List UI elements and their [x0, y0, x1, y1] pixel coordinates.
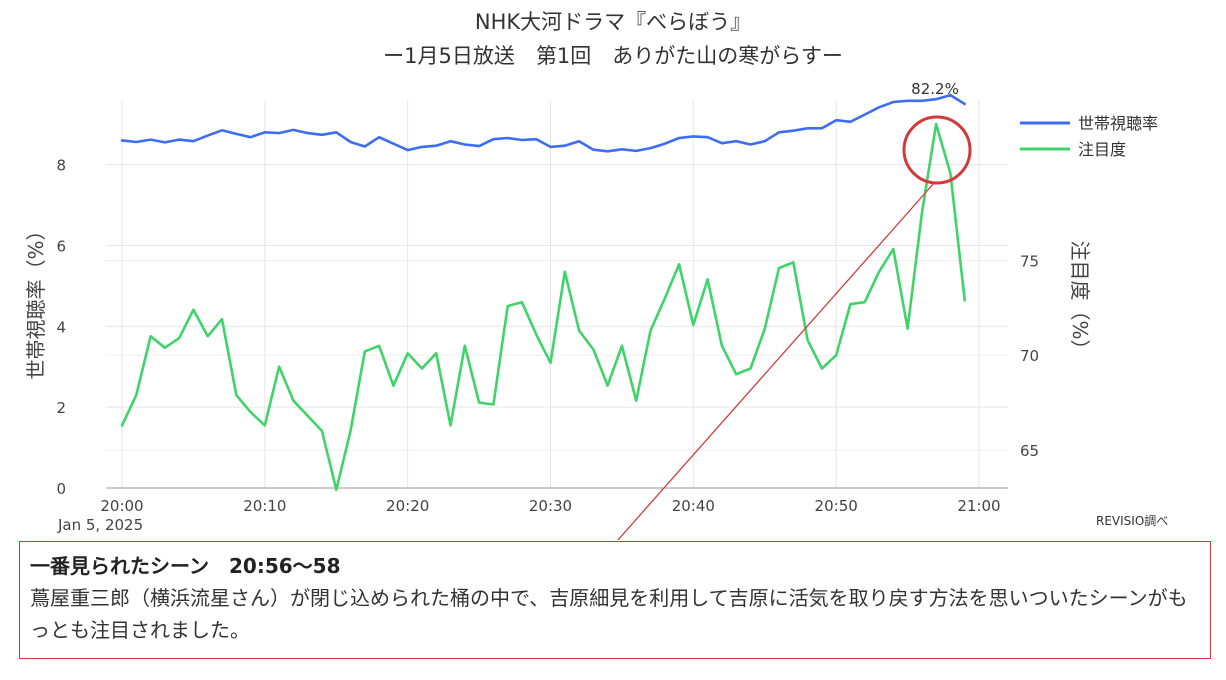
y-left-tick-labels: 0 2 4 6 8: [56, 157, 66, 498]
x-tick-label: 20:50: [815, 497, 858, 515]
annotation-connector-line: [617, 181, 936, 540]
chart-series: [120, 93, 967, 492]
legend-household-label: 世帯視聴率: [1078, 114, 1158, 133]
x-tick-label: 20:40: [672, 497, 715, 515]
annotation-body: 蔦屋重三郎（横浜流星さん）が閉じ込められた桶の中で、吉原細見を利用して吉原に活気…: [30, 586, 1188, 642]
attention-rate-line: [120, 122, 967, 492]
peak-value-label: 82.2%: [911, 80, 959, 98]
y-right-tick-labels: 65 70 75: [1020, 252, 1039, 460]
y-left-tick-label: 8: [56, 157, 66, 175]
y-right-tick-label: 75: [1020, 252, 1039, 270]
x-tick-label: 20:10: [243, 497, 286, 515]
y-left-tick-label: 4: [56, 318, 66, 336]
annotation-heading: 一番見られたシーン 20:56〜58: [30, 554, 341, 578]
peak-highlight-circle: [902, 115, 972, 185]
y-right-tick-label: 65: [1020, 442, 1039, 460]
y-left-tick-label: 2: [56, 399, 66, 417]
x-tick-label: 20:30: [529, 497, 572, 515]
y-left-tick-label: 6: [56, 238, 66, 256]
chart-subtitle: ー1月5日放送 第1回 ありがた山の寒がらすー: [383, 44, 843, 68]
source-note: REVISIO調べ: [1096, 514, 1169, 528]
x-tick-label: 20:00: [100, 497, 143, 515]
chart-legend: 世帯視聴率 注目度: [1020, 114, 1158, 159]
x-date-label: Jan 5, 2025: [57, 516, 143, 534]
y-right-tick-label: 70: [1020, 347, 1039, 365]
x-tick-labels: 20:00 20:10 20:20 20:30 20:40 20:50 21:00: [100, 497, 1000, 515]
legend-attention-label: 注目度: [1078, 140, 1126, 159]
annotation-box: 一番見られたシーン 20:56〜58 蔦屋重三郎（横浜流星さん）が閉じ込められた…: [19, 541, 1211, 659]
x-tick-label: 20:20: [386, 497, 429, 515]
chart-title: NHK大河ドラマ『べらぼう』: [474, 10, 752, 34]
y-left-axis-title: 世帯視聴率（%）: [24, 220, 48, 379]
x-tick-label: 21:00: [957, 497, 1000, 515]
y-left-tick-label: 0: [56, 480, 66, 498]
household-rating-line: [120, 93, 967, 153]
y-right-axis-title: 注目度（%）: [1068, 240, 1092, 359]
peak-highlight: 82.2%: [617, 80, 972, 540]
grid-lines: [106, 100, 1008, 489]
